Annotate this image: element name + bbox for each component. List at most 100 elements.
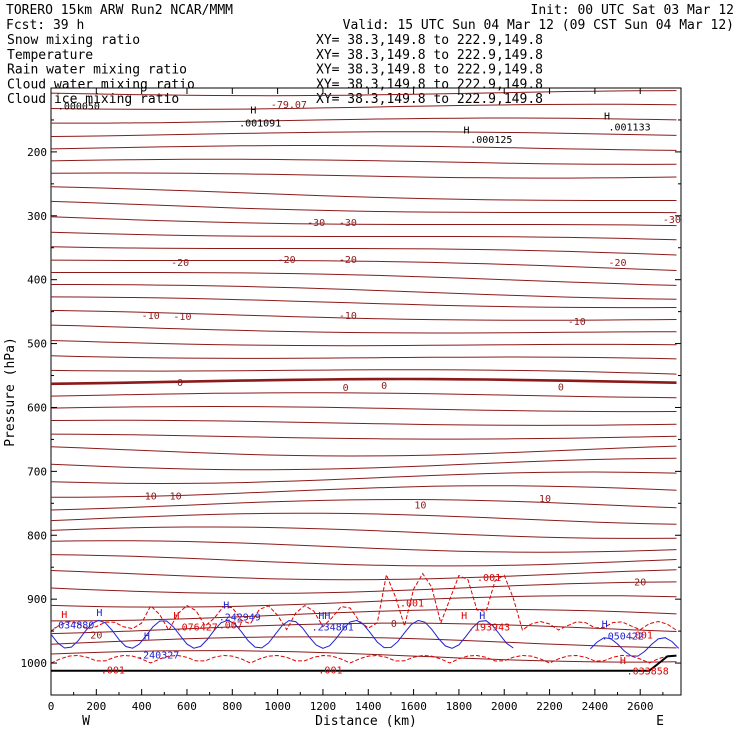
temperature-contour-line bbox=[50, 433, 677, 440]
temperature-contour-line bbox=[50, 595, 677, 608]
field-value-label: .001 bbox=[318, 665, 342, 676]
field-value-label: .001091 bbox=[239, 119, 281, 130]
legend-label: Cloud ice mixing ratio bbox=[7, 92, 179, 107]
legend-label: Snow mixing ratio bbox=[7, 33, 140, 48]
extremum-marker: HH bbox=[318, 611, 330, 622]
y-tick-label: 700 bbox=[27, 465, 47, 478]
isotherm-label: 0 bbox=[381, 381, 387, 392]
isotherm-label: -30 bbox=[663, 215, 681, 226]
temperature-contour-line bbox=[50, 405, 677, 413]
temperature-contour-line bbox=[51, 485, 677, 498]
legend-xy: XY= 38.3,149.8 to 222.9,149.8 bbox=[316, 63, 543, 78]
extremum-marker: H bbox=[173, 611, 179, 622]
x-tick-label: 400 bbox=[132, 700, 152, 713]
x-tick-label: 800 bbox=[222, 700, 242, 713]
field-value-label: .033858 bbox=[627, 667, 669, 678]
temperature-contour-line bbox=[50, 324, 677, 334]
x-tick-label: 2000 bbox=[491, 700, 518, 713]
isotherm-label: -20 bbox=[278, 255, 296, 266]
temperature-contour-line bbox=[50, 158, 677, 165]
temperature-contour-line bbox=[50, 103, 677, 110]
legend-label: Temperature bbox=[7, 48, 93, 63]
extremum-marker: H bbox=[96, 608, 102, 619]
model-title: TORERO 15km ARW Run2 NCAR/MMM bbox=[6, 3, 233, 18]
extremum-marker: H bbox=[223, 600, 229, 611]
rain-contour-line bbox=[50, 572, 677, 632]
isotherm-label: -10 bbox=[142, 311, 160, 322]
plot-frame bbox=[50, 87, 682, 696]
cloud-water-contour-line bbox=[590, 637, 680, 657]
terrain-line bbox=[51, 654, 677, 672]
isotherm-label: -10 bbox=[339, 311, 357, 322]
temperature-contour-line bbox=[51, 117, 677, 124]
temperature-contour-line bbox=[50, 145, 677, 151]
extremum-marker: H bbox=[479, 611, 485, 622]
field-value-label: .001 bbox=[101, 665, 125, 676]
field-value-label: .240327 bbox=[137, 651, 179, 662]
temperature-contours bbox=[50, 90, 677, 663]
temperature-contour-line bbox=[51, 272, 677, 286]
field-value-label: .007 bbox=[219, 621, 243, 632]
temperature-contour-line bbox=[50, 650, 677, 663]
field-value-label: .001 bbox=[629, 630, 653, 641]
temperature-contour-line bbox=[50, 457, 677, 471]
temperature-contour-line bbox=[50, 186, 677, 201]
legend-xy: XY= 38.3,149.8 to 222.9,149.8 bbox=[316, 48, 543, 63]
legend-xy: XY= 38.3,149.8 to 222.9,149.8 bbox=[316, 77, 543, 92]
isotherm-label: -20 bbox=[609, 258, 627, 269]
isotherm-label: -20 bbox=[171, 258, 189, 269]
contour-labels: -30 -30 -30 -20 -20 -20 -20 -10 -10 -10 -10 0 0 0 0 10 1… bbox=[52, 100, 681, 678]
field-legend: Snow mixing ratio XY= 38.3,149.8 to 222.9… bbox=[7, 33, 543, 107]
x-tick-label: 1000 bbox=[264, 700, 291, 713]
temperature-contour-line bbox=[50, 377, 677, 386]
y-tick-label: 400 bbox=[27, 274, 47, 287]
field-value-label: .050422 bbox=[602, 632, 644, 643]
temperature-contour-line bbox=[50, 246, 677, 256]
field-value-label: .234861 bbox=[312, 623, 354, 634]
isotherm-label: 10 bbox=[414, 501, 426, 512]
y-axis-label: Pressure (hPa) bbox=[3, 337, 18, 447]
x-tick-label: 0 bbox=[48, 700, 55, 713]
temperature-contour-line bbox=[50, 540, 677, 553]
y-tick-label: 1000 bbox=[21, 657, 48, 670]
field-value-label: 0 bbox=[391, 619, 397, 630]
temperature-contour-line bbox=[50, 636, 677, 649]
field-value-label: -79.07 bbox=[271, 100, 307, 111]
x-tick-label: 1400 bbox=[355, 700, 382, 713]
hydrometeor-contours bbox=[50, 572, 680, 672]
x-tick-label: 600 bbox=[177, 700, 197, 713]
temperature-contour-line bbox=[50, 554, 677, 567]
extremum-marker: H bbox=[250, 106, 256, 117]
init-time: Init: 00 UTC Sat 03 Mar 12 bbox=[531, 3, 735, 18]
x-tick-label: 200 bbox=[86, 700, 106, 713]
temperature-contour-line bbox=[50, 340, 677, 347]
temperature-contour-line bbox=[51, 284, 677, 300]
temperature-contour-line bbox=[50, 392, 677, 399]
x-axis-west-label: W bbox=[82, 714, 90, 729]
x-tick-label: 2400 bbox=[582, 700, 609, 713]
temperature-contour-line bbox=[50, 581, 677, 594]
temperature-contour-line bbox=[50, 445, 677, 457]
x-axis-label: Distance (km) bbox=[315, 714, 417, 729]
x-tick-label: 1200 bbox=[310, 700, 337, 713]
temperature-contour-line bbox=[50, 355, 677, 360]
legend-label: Cloud water mixing ratio bbox=[7, 77, 195, 92]
extremum-marker: H bbox=[461, 611, 467, 622]
temperature-contour-line bbox=[50, 231, 677, 241]
extremum-marker: H bbox=[144, 632, 150, 643]
isotherm-label: 0 bbox=[558, 382, 564, 393]
temperature-contour-line bbox=[50, 296, 677, 309]
isotherm-label: 20 bbox=[634, 577, 646, 588]
isotherm-label: 10 bbox=[170, 492, 182, 503]
temperature-contour-line bbox=[50, 131, 677, 137]
extremum-marker: H bbox=[604, 111, 610, 122]
isotherm-label: 0 bbox=[343, 383, 349, 394]
field-value-label: .001 bbox=[477, 573, 501, 584]
x-tick-label: 2600 bbox=[627, 700, 654, 713]
isotherm-label: -10 bbox=[568, 317, 586, 328]
y-tick-label: 500 bbox=[27, 338, 47, 351]
temperature-contour-line bbox=[50, 369, 677, 375]
